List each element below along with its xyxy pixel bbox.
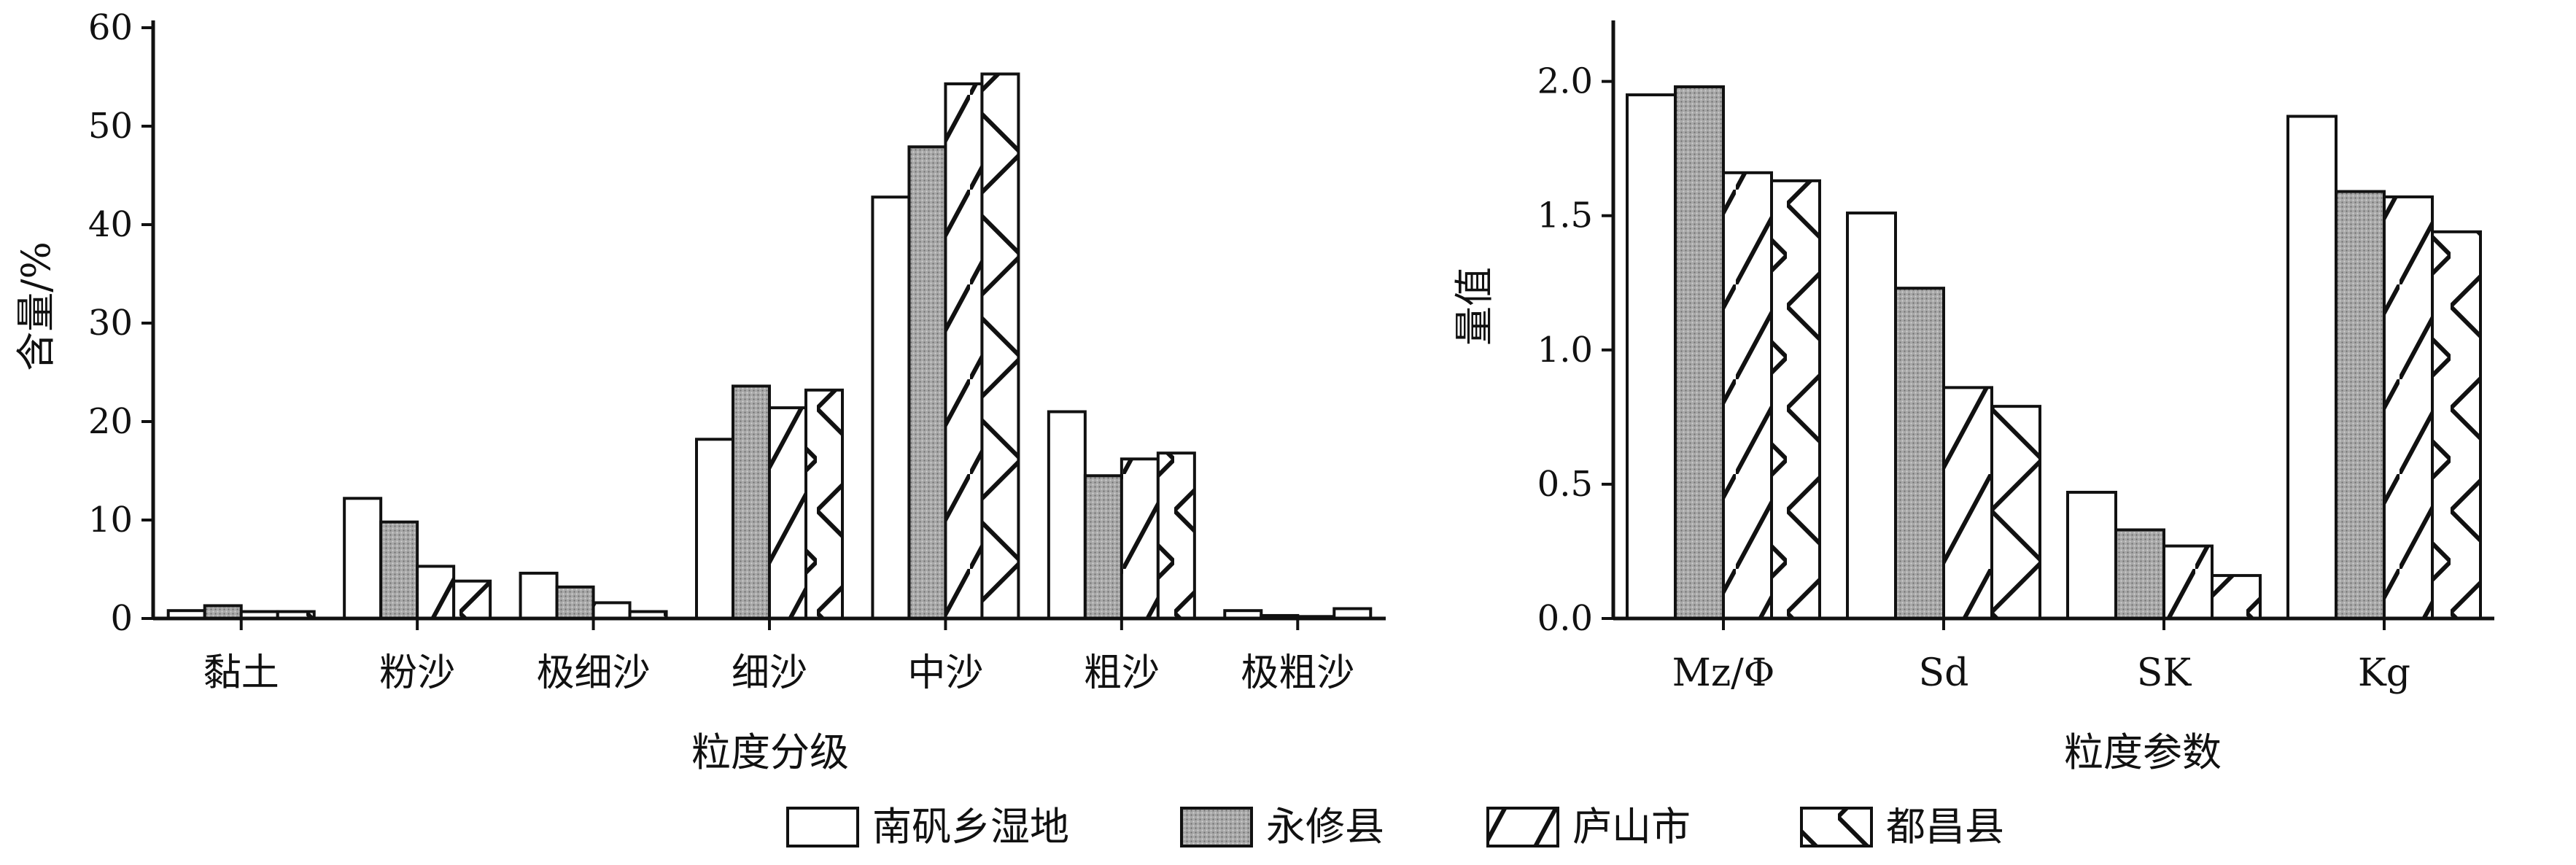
bar-1-1-3 bbox=[2335, 190, 2386, 621]
bar-0-1-1 bbox=[379, 520, 419, 621]
left-axes: 0 10 20 30 40 50 60 黏土 粉沙 极细沙 细沙 中沙 粗沙 极粗沙 bbox=[88, 7, 1386, 695]
right-x-axis-title: 粒度参数 bbox=[2064, 729, 2222, 775]
y-tick-label-1-4: 2.0 bbox=[1537, 61, 1593, 102]
chart-grain-size-parameters: 0.0 0.5 1.0 1.5 2.0 Mz/Φ Sd SK Kg 量值 粒度参数 bbox=[1451, 20, 2494, 775]
chart-grain-size-content: 0 10 20 30 40 50 60 黏土 粉沙 极细沙 细沙 中沙 粗沙 极粗沙 含量/% 粒度分级 bbox=[13, 7, 1386, 775]
legend-label-0: 南矾乡湿地 bbox=[872, 804, 1069, 850]
legend: 南矾乡湿地 永修县 庐山市 都昌县 bbox=[786, 804, 2004, 850]
y-tick-label-0-2: 20 bbox=[88, 401, 133, 442]
bar-0-3-3 bbox=[804, 388, 844, 620]
left-y-axis-title: 含量/% bbox=[13, 241, 59, 371]
bar-0-3-5 bbox=[1156, 451, 1196, 621]
bar-0-0-3 bbox=[695, 438, 734, 620]
x-tick-label-0-0: 黏土 bbox=[203, 651, 279, 695]
bar-0-3-4 bbox=[980, 72, 1020, 620]
y-tick-label-0-6: 60 bbox=[88, 7, 133, 48]
legend-swatch-1 bbox=[1180, 807, 1253, 847]
y-tick-label-0-4: 40 bbox=[88, 204, 133, 245]
bar-0-0-1 bbox=[343, 497, 383, 620]
right-axes: 0.0 0.5 1.0 1.5 2.0 Mz/Φ Sd SK Kg bbox=[1537, 20, 2494, 695]
x-tick-label-0-6: 极粗沙 bbox=[1241, 651, 1354, 695]
bar-1-2-3 bbox=[2383, 195, 2434, 621]
bar-0-2-4 bbox=[944, 82, 984, 620]
bar-1-3-1 bbox=[1990, 405, 2041, 620]
bar-1-0-1 bbox=[1846, 212, 1897, 620]
legend-label-1: 永修县 bbox=[1266, 804, 1384, 850]
bar-0-1-3 bbox=[732, 384, 771, 621]
x-tick-label-1-2: SK bbox=[2137, 651, 2192, 695]
bar-1-3-2 bbox=[2211, 574, 2262, 620]
y-tick-label-0-0: 0 bbox=[110, 598, 133, 639]
bar-0-1-5 bbox=[1083, 474, 1123, 620]
x-tick-label-0-2: 极细沙 bbox=[537, 651, 651, 695]
bar-0-2-5 bbox=[1120, 457, 1160, 620]
bar-0-2-1 bbox=[416, 565, 456, 621]
x-tick-label-0-1: 粉沙 bbox=[379, 651, 455, 695]
y-tick-label-1-1: 0.5 bbox=[1537, 464, 1593, 505]
bar-1-2-1 bbox=[1942, 386, 1993, 620]
legend-swatch-3 bbox=[1800, 807, 1873, 847]
y-tick-label-0-1: 10 bbox=[88, 500, 133, 540]
bar-0-1-4 bbox=[907, 145, 947, 621]
x-tick-label-1-1: Sd bbox=[1919, 651, 1969, 695]
bar-1-2-2 bbox=[2162, 544, 2214, 620]
y-tick-label-1-0: 0.0 bbox=[1537, 598, 1593, 639]
x-tick-label-0-3: 细沙 bbox=[732, 651, 807, 695]
bar-0-2-2 bbox=[591, 601, 632, 621]
left-bars bbox=[166, 72, 1373, 621]
y-tick-label-1-3: 1.5 bbox=[1537, 195, 1593, 236]
x-tick-label-0-5: 粗沙 bbox=[1084, 651, 1160, 695]
x-tick-label-0-4: 中沙 bbox=[907, 651, 983, 695]
legend-label-3: 都昌县 bbox=[1886, 804, 2004, 850]
legend-swatch-2 bbox=[1486, 807, 1559, 847]
left-x-axis-title: 粒度分级 bbox=[691, 729, 849, 775]
legend-swatch-0 bbox=[786, 807, 859, 847]
right-bars bbox=[1626, 85, 2482, 621]
right-y-axis-title: 量值 bbox=[1451, 267, 1497, 346]
bar-1-0-0 bbox=[1626, 93, 1677, 620]
y-tick-label-0-3: 30 bbox=[88, 303, 133, 344]
bar-1-1-0 bbox=[1674, 85, 1725, 620]
legend-label-2: 庐山市 bbox=[1572, 804, 1691, 850]
bar-0-2-3 bbox=[768, 406, 807, 620]
x-tick-label-1-0: Mz/Φ bbox=[1672, 651, 1775, 695]
bar-0-0-4 bbox=[871, 195, 911, 620]
bar-1-3-0 bbox=[1770, 179, 1821, 620]
y-tick-label-1-2: 1.0 bbox=[1537, 330, 1593, 371]
x-tick-label-1-3: Kg bbox=[2358, 651, 2410, 695]
bar-1-1-2 bbox=[2114, 528, 2165, 620]
bar-0-0-5 bbox=[1047, 410, 1087, 620]
bar-1-3-3 bbox=[2431, 230, 2482, 620]
bar-1-1-1 bbox=[1894, 287, 1945, 620]
bar-1-0-3 bbox=[2286, 115, 2338, 620]
bar-0-1-0 bbox=[203, 604, 243, 621]
y-tick-label-0-5: 50 bbox=[88, 106, 133, 147]
bar-1-2-0 bbox=[1722, 171, 1773, 620]
bar-0-1-2 bbox=[555, 585, 595, 620]
bar-1-0-2 bbox=[2066, 490, 2117, 620]
bar-0-0-2 bbox=[519, 571, 559, 621]
bar-0-3-1 bbox=[452, 579, 492, 621]
